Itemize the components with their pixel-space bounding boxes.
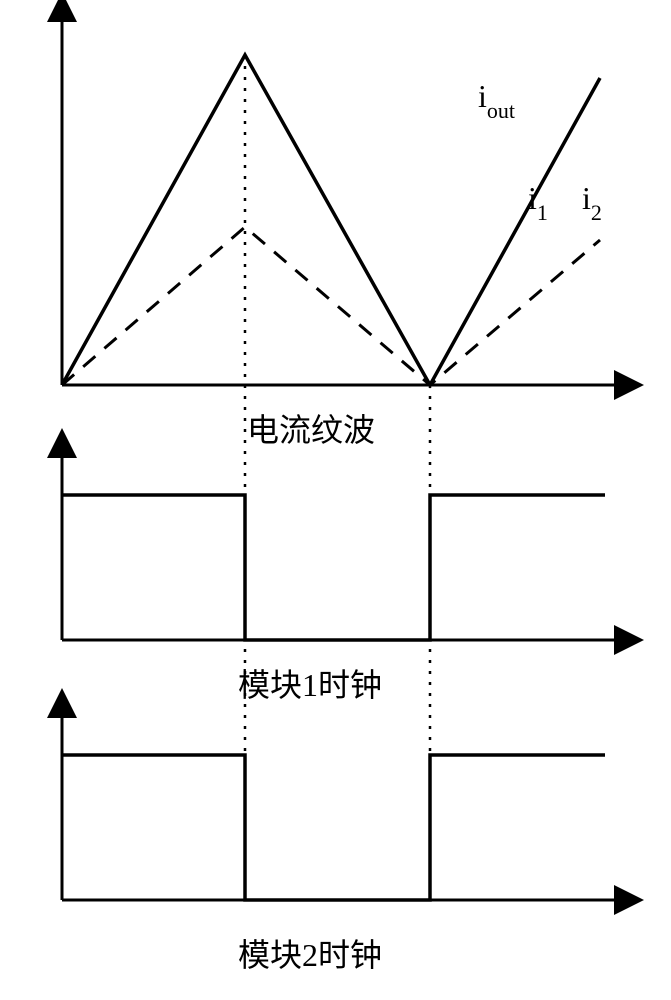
- pulse-module1: [62, 495, 605, 640]
- label-iout: iout: [478, 78, 515, 120]
- diagram-svg: [0, 0, 671, 1000]
- label-i2: i2: [582, 180, 602, 222]
- series-i1-i2: [62, 227, 600, 385]
- series-iout: [62, 55, 600, 385]
- chart3-title: 模块2时钟: [238, 930, 382, 976]
- chart2-title: 模块1时钟: [238, 660, 382, 706]
- chart1-title: 电流纹波: [247, 405, 375, 451]
- label-i1: i1: [528, 180, 548, 222]
- pulse-module2: [62, 755, 605, 900]
